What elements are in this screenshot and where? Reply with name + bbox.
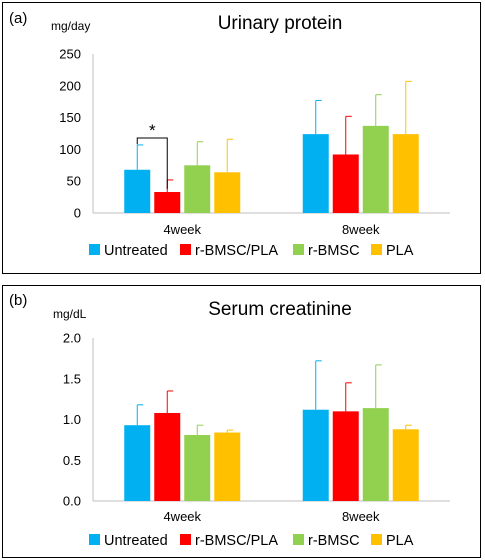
chart-title: Urinary protein (218, 13, 343, 34)
legend-label: PLA (386, 243, 414, 259)
legend-label: r-BMSC (308, 533, 360, 549)
bar-pla (392, 134, 419, 213)
bar-untreated (302, 134, 329, 213)
significance-marker: * (149, 121, 156, 140)
bar-pla (392, 429, 419, 501)
legend-label: r-BMSC/PLA (195, 243, 278, 259)
urinary-protein-chart: (a) mg/day Urinary protein 0 50 100 150 200 250 4… (9, 10, 450, 259)
bar-untreated (124, 425, 151, 501)
y-axis-unit-label: mg/dL (53, 307, 87, 321)
x-category-label: 4week (163, 222, 201, 237)
y-tick-label: 0.0 (63, 494, 81, 509)
chart-panel-urinary-protein: (a) mg/day Urinary protein 0 50 100 150 200 250 4… (2, 2, 481, 274)
bar-r-bmsc-pla (154, 192, 181, 213)
bar-r-bmsc-pla (332, 411, 359, 501)
y-tick-label: 50 (67, 174, 81, 189)
y-tick-label: 0 (74, 206, 81, 221)
x-category-label: 8week (342, 509, 380, 524)
legend-label: r-BMSC (308, 243, 360, 259)
bar-untreated (124, 169, 151, 213)
legend-label: Untreated (104, 243, 168, 259)
serum-creatinine-chart: (b) mg/dL Serum creatinine 0.0 0.5 1.0 1.5 2.0 4… (9, 292, 450, 549)
x-category-label: 4week (163, 509, 201, 524)
bar-r-bmsc (184, 434, 211, 501)
bar-r-bmsc (362, 125, 389, 213)
bar-pla (214, 432, 241, 501)
bar-r-bmsc-pla (332, 154, 359, 213)
legend-label: PLA (386, 533, 414, 549)
legend-swatch (371, 534, 382, 545)
bar-pla (214, 172, 241, 213)
y-tick-label: 0.5 (63, 453, 81, 468)
legend-label: r-BMSC/PLA (195, 533, 278, 549)
legend-label: Untreated (104, 533, 168, 549)
y-tick-label: 2.0 (63, 331, 81, 346)
chart-panel-serum-creatinine: (b) mg/dL Serum creatinine 0.0 0.5 1.0 1.5 2.0 4… (2, 285, 481, 558)
panel-label: (a) (9, 10, 27, 27)
y-tick-label: 250 (59, 47, 81, 62)
y-axis-unit-label: mg/day (51, 19, 90, 33)
significance-bracket (136, 137, 168, 189)
y-tick-label: 100 (59, 142, 81, 157)
y-tick-label: 1.0 (63, 412, 81, 427)
legend-swatch (180, 244, 191, 255)
bar-r-bmsc (362, 408, 389, 501)
legend-swatch (293, 534, 304, 545)
legend-swatch (180, 534, 191, 545)
legend-swatch (371, 244, 382, 255)
y-tick-label: 150 (59, 110, 81, 125)
y-tick-label: 200 (59, 78, 81, 93)
legend-swatch (293, 244, 304, 255)
bar-r-bmsc-pla (154, 412, 181, 501)
y-tick-label: 1.5 (63, 371, 81, 386)
legend-swatch (89, 244, 100, 255)
x-category-label: 8week (342, 222, 380, 237)
chart-title: Serum creatinine (208, 299, 352, 320)
bar-r-bmsc (184, 165, 211, 213)
legend-swatch (89, 534, 100, 545)
bar-untreated (302, 409, 329, 501)
panel-label: (b) (9, 292, 27, 309)
